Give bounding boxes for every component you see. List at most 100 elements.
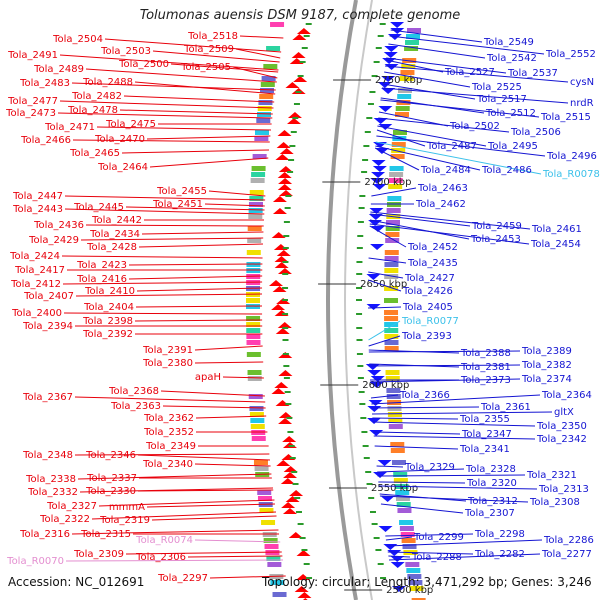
gene-label[interactable]: Tola_2453 <box>470 234 521 245</box>
gene-label[interactable]: Tola_2373 <box>460 375 511 386</box>
gene-label[interactable]: Tola_2348 <box>22 450 73 461</box>
gene-label[interactable]: Tola_2328 <box>465 464 516 475</box>
gene-label[interactable]: Tola_2549 <box>483 37 534 48</box>
gene-label[interactable]: Tola_2364 <box>541 390 592 401</box>
gene-label[interactable]: Tola_2362 <box>143 413 194 424</box>
gene-label[interactable]: Tola_2488 <box>82 77 133 88</box>
gene-label[interactable]: Tola_R0074 <box>135 535 193 546</box>
gene-label[interactable]: Tola_2312 <box>467 496 518 507</box>
gene-label[interactable]: Tola_2435 <box>407 258 458 269</box>
gene-label[interactable]: Tola_2315 <box>80 529 131 540</box>
gene-label[interactable]: Tola_2496 <box>546 151 597 162</box>
gene-label[interactable]: Tola_2424 <box>9 251 60 262</box>
gene-label[interactable]: Tola_2452 <box>407 242 458 253</box>
gene-label[interactable]: Tola_2426 <box>402 286 453 297</box>
gene-label[interactable]: Tola_2400 <box>11 308 62 319</box>
gene-label[interactable]: Tola_2512 <box>485 108 536 119</box>
gene-label[interactable]: Tola_2361 <box>480 402 531 413</box>
gene-label[interactable]: Tola_2482 <box>71 91 122 102</box>
gene-label[interactable]: Tola_2288 <box>411 552 462 563</box>
gene-label[interactable]: mmmA <box>109 502 145 513</box>
gene-label[interactable]: Tola_2347 <box>461 429 512 440</box>
gene-label[interactable]: Tola_2475 <box>105 119 156 130</box>
gene-label[interactable]: Tola_2527 <box>444 67 495 78</box>
gene-label[interactable]: Tola_2404 <box>83 302 134 313</box>
gene-label[interactable]: Tola_2477 <box>7 96 58 107</box>
gene-label[interactable]: Tola_2470 <box>94 134 145 145</box>
gene-label[interactable]: Tola_2392 <box>82 329 133 340</box>
gene-label[interactable]: Tola_2327 <box>46 501 97 512</box>
gene-label[interactable]: Tola_2465 <box>69 148 120 159</box>
gene-label[interactable]: Tola_2417 <box>14 265 65 276</box>
gene-label[interactable]: Tola_2451 <box>152 199 203 210</box>
gene-label[interactable]: Tola_2366 <box>399 390 450 401</box>
gene-label[interactable]: Tola_2552 <box>545 49 596 60</box>
gene-label[interactable]: Tola_2346 <box>85 450 136 461</box>
gene-label[interactable]: Tola_2517 <box>476 94 527 105</box>
gene-label[interactable]: Tola_2350 <box>536 421 587 432</box>
gene-label[interactable]: Tola_2381 <box>460 362 511 373</box>
gene-label[interactable]: Tola_2455 <box>156 186 207 197</box>
gene-label[interactable]: Tola_2363 <box>110 401 161 412</box>
gene-label[interactable]: Tola_2495 <box>487 141 538 152</box>
gene-label[interactable]: Tola_2412 <box>10 279 61 290</box>
gene-label[interactable]: Tola_2429 <box>28 235 79 246</box>
gene-label[interactable]: Tola_2416 <box>76 274 127 285</box>
gene-label[interactable]: Tola_2330 <box>85 486 136 497</box>
gene-label[interactable]: Tola_2340 <box>142 459 193 470</box>
gene-label[interactable]: Tola_2309 <box>73 549 124 560</box>
gene-label[interactable]: Tola_2368 <box>108 386 159 397</box>
gene-label[interactable]: Tola_2503 <box>100 46 151 57</box>
gene-label[interactable]: Tola_R0077 <box>401 316 459 327</box>
gene-label[interactable]: Tola_2484 <box>420 165 471 176</box>
gene-label[interactable]: Tola_2308 <box>529 497 580 508</box>
gene-label[interactable]: Tola_2337 <box>86 473 137 484</box>
gene-label[interactable]: Tola_2374 <box>521 374 572 385</box>
gene-label[interactable]: Tola_R0070 <box>6 556 64 567</box>
gene-label[interactable]: Tola_2286 <box>543 535 594 546</box>
gene-label[interactable]: Tola_2461 <box>531 224 582 235</box>
gene-label[interactable]: Tola_2478 <box>67 105 118 116</box>
gene-label[interactable]: Tola_2398 <box>82 316 133 327</box>
gene-label[interactable]: Tola_2349 <box>145 441 196 452</box>
gene-label[interactable]: Tola_2297 <box>157 573 208 584</box>
gene-label[interactable]: Tola_2464 <box>97 162 148 173</box>
gene-label[interactable]: Tola_2329 <box>404 462 455 473</box>
gene-label[interactable]: Tola_2320 <box>466 478 517 489</box>
gene-label[interactable]: Tola_2445 <box>73 202 124 213</box>
gene-label[interactable]: Tola_2515 <box>540 112 591 123</box>
gene-label[interactable]: Tola_2322 <box>39 514 90 525</box>
gene-label[interactable]: Tola_2393 <box>401 331 452 342</box>
gene-label[interactable]: Tola_2542 <box>486 53 537 64</box>
gene-label[interactable]: cysN <box>570 77 594 88</box>
gene-label[interactable]: Tola_2342 <box>536 434 587 445</box>
gene-label[interactable]: Tola_2277 <box>541 549 592 560</box>
gene-label[interactable]: Tola_2518 <box>187 31 238 42</box>
gene-label[interactable]: Tola_2504 <box>52 34 103 45</box>
gene-label[interactable]: Tola_2463 <box>417 183 468 194</box>
gene-label[interactable]: Tola_2447 <box>12 191 63 202</box>
gene-label[interactable]: Tola_2462 <box>415 199 466 210</box>
gene-label[interactable]: Tola_2486 <box>481 165 532 176</box>
gene-label[interactable]: Tola_2388 <box>460 348 511 359</box>
gene-label[interactable]: Tola_2380 <box>142 358 193 369</box>
gene-label[interactable]: Tola_2332 <box>27 487 78 498</box>
gene-label[interactable]: gltX <box>554 407 574 418</box>
gene-label[interactable]: Tola_2313 <box>538 484 589 495</box>
gene-label[interactable]: Tola_2525 <box>471 82 522 93</box>
gene-label[interactable]: Tola_2319 <box>99 515 150 526</box>
gene-label[interactable]: Tola_2307 <box>464 508 515 519</box>
gene-label[interactable]: Tola_2355 <box>459 414 510 425</box>
gene-label[interactable]: Tola_R0078 <box>542 169 600 180</box>
gene-label[interactable]: Tola_2489 <box>33 64 84 75</box>
gene-label[interactable]: Tola_2299 <box>413 532 464 543</box>
gene-label[interactable]: Tola_2405 <box>402 302 453 313</box>
gene-label[interactable]: Tola_2352 <box>143 427 194 438</box>
gene-label[interactable]: Tola_2394 <box>22 321 73 332</box>
gene-label[interactable]: Tola_2391 <box>142 345 193 356</box>
gene-label[interactable]: nrdR <box>570 98 594 109</box>
gene-label[interactable]: apaH <box>195 372 221 383</box>
gene-label[interactable]: Tola_2367 <box>22 392 73 403</box>
gene-label[interactable]: Tola_2506 <box>510 127 561 138</box>
gene-label[interactable]: Tola_2442 <box>91 215 142 226</box>
